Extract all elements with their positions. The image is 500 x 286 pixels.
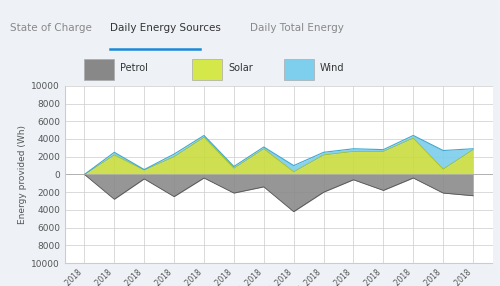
Bar bbox=[192, 59, 222, 80]
Y-axis label: Energy provided (Wh): Energy provided (Wh) bbox=[18, 125, 27, 224]
Text: Solar: Solar bbox=[228, 63, 253, 73]
Text: Daily Energy Sources: Daily Energy Sources bbox=[110, 23, 221, 33]
Text: Petrol: Petrol bbox=[120, 63, 148, 73]
Text: Daily Total Energy: Daily Total Energy bbox=[250, 23, 344, 33]
Bar bbox=[84, 59, 114, 80]
Bar bbox=[284, 59, 314, 80]
Text: Wind: Wind bbox=[320, 63, 344, 73]
Text: State of Charge: State of Charge bbox=[10, 23, 92, 33]
